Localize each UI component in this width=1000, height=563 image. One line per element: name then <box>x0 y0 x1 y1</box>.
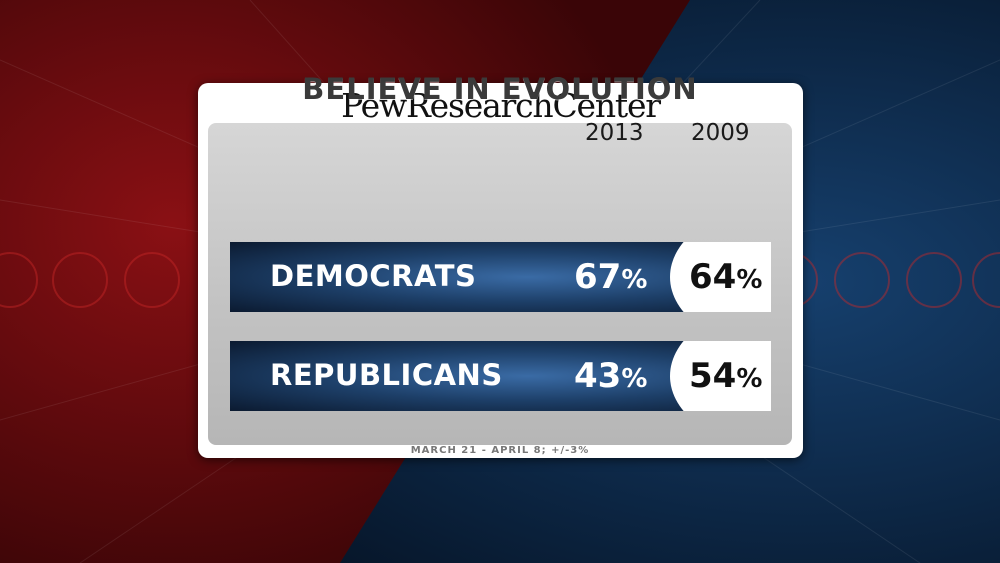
row-label-democrats: DEMOCRATS <box>270 259 477 293</box>
value-republicans-2009: 54% <box>689 356 762 396</box>
value-number: 67 <box>574 257 622 297</box>
column-header-2009: 2009 <box>691 120 750 146</box>
percent-sign: % <box>621 265 648 295</box>
survey-footnote: MARCH 21 - APRIL 8; +/-3% <box>410 445 590 456</box>
row-2009-cell <box>670 242 771 312</box>
value-number: 54 <box>689 356 737 396</box>
row-label-republicans: REPUBLICANS <box>270 358 503 392</box>
column-header-2013: 2013 <box>585 120 644 146</box>
percent-sign: % <box>736 265 763 295</box>
chart-title: BELIEVE IN EVOLUTION <box>302 72 698 106</box>
row-band <box>230 242 688 312</box>
percent-sign: % <box>621 364 648 394</box>
value-number: 43 <box>574 356 622 396</box>
row-2009-cell <box>670 341 771 411</box>
value-democrats-2013: 67% <box>574 257 647 297</box>
pew-logo: PewResearchCenter <box>341 86 661 125</box>
percent-sign: % <box>736 364 763 394</box>
value-republicans-2013: 43% <box>574 356 647 396</box>
value-democrats-2009: 64% <box>689 257 762 297</box>
value-number: 64 <box>689 257 737 297</box>
row-democrats: DEMOCRATS 67% 64% <box>230 242 771 312</box>
row-republicans: REPUBLICANS 43% 54% <box>230 341 771 411</box>
row-band <box>230 341 688 411</box>
